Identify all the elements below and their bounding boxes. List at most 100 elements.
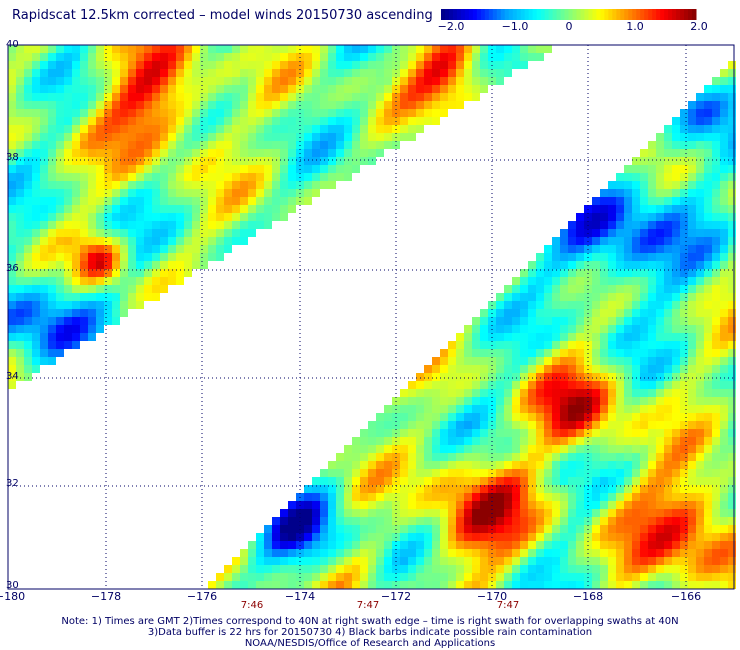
wind-diff-cell [552, 509, 560, 517]
wind-diff-cell [472, 53, 480, 61]
wind-diff-cell [360, 509, 368, 517]
wind-diff-cell [96, 165, 104, 173]
wind-diff-cell [672, 229, 680, 237]
wind-diff-cell [24, 213, 32, 221]
wind-diff-cell [264, 69, 272, 77]
wind-diff-cell [504, 45, 512, 53]
wind-diff-cell [664, 485, 672, 493]
wind-diff-cell [704, 405, 712, 413]
colorbar-segment [644, 9, 649, 20]
wind-diff-cell [504, 293, 512, 301]
wind-diff-cell [496, 485, 504, 493]
wind-diff-cell [592, 485, 600, 493]
wind-diff-cell [248, 173, 256, 181]
wind-diff-cell [344, 173, 352, 181]
wind-diff-cell [496, 477, 504, 485]
wind-diff-cell [664, 429, 672, 437]
wind-diff-cell [24, 349, 32, 357]
wind-diff-cell [672, 213, 680, 221]
wind-diff-cell [56, 261, 64, 269]
colorbar-segment [492, 9, 498, 20]
wind-diff-cell [72, 149, 80, 157]
wind-diff-cell [512, 461, 520, 469]
wind-diff-cell [600, 453, 608, 461]
lat-label: 32 [6, 478, 19, 489]
wind-diff-cell [624, 509, 632, 517]
wind-diff-cell [440, 405, 448, 413]
lat-label: 30 [6, 580, 19, 591]
wind-diff-cell [32, 301, 40, 309]
wind-diff-cell [640, 317, 648, 325]
wind-diff-cell [48, 349, 56, 357]
wind-diff-cell [8, 293, 16, 301]
wind-diff-cell [696, 405, 704, 413]
wind-diff-cell [312, 501, 320, 509]
wind-diff-cell [136, 133, 144, 141]
wind-diff-cell [104, 101, 112, 109]
wind-diff-cell [328, 141, 336, 149]
wind-diff-cell [376, 429, 384, 437]
wind-diff-cell [376, 493, 384, 501]
wind-diff-cell [688, 125, 696, 133]
wind-diff-cell [576, 565, 584, 573]
wind-diff-cell [216, 237, 224, 245]
wind-diff-cell [360, 69, 368, 77]
wind-diff-cell [312, 45, 320, 53]
wind-diff-cell [200, 61, 208, 69]
wind-diff-cell [240, 149, 248, 157]
wind-diff-cell [104, 125, 112, 133]
wind-diff-cell [624, 581, 632, 589]
wind-diff-cell [672, 253, 680, 261]
wind-diff-cell [680, 397, 688, 405]
wind-diff-cell [368, 445, 376, 453]
wind-diff-cell [128, 93, 136, 101]
wind-diff-cell [560, 253, 568, 261]
wind-diff-cell [624, 365, 632, 373]
wind-diff-cell [40, 45, 48, 53]
wind-diff-cell [360, 149, 368, 157]
wind-diff-cell [632, 349, 640, 357]
wind-diff-cell [120, 165, 128, 173]
wind-diff-cell [712, 557, 720, 565]
wind-diff-cell [88, 333, 96, 341]
wind-diff-cell [80, 333, 88, 341]
wind-diff-cell [256, 165, 264, 173]
wind-diff-cell [528, 285, 536, 293]
wind-diff-cell [272, 189, 280, 197]
wind-diff-cell [328, 181, 336, 189]
wind-diff-cell [552, 245, 560, 253]
wind-diff-cell [456, 365, 464, 373]
wind-diff-cell [280, 109, 288, 117]
wind-diff-cell [544, 453, 552, 461]
wind-diff-cell [504, 509, 512, 517]
wind-diff-cell [552, 237, 560, 245]
wind-diff-cell [656, 485, 664, 493]
wind-diff-cell [112, 61, 120, 69]
wind-diff-cell [656, 381, 664, 389]
wind-diff-cell [88, 157, 96, 165]
wind-diff-cell [632, 245, 640, 253]
wind-diff-cell [344, 93, 352, 101]
wind-diff-cell [576, 533, 584, 541]
wind-diff-cell [568, 469, 576, 477]
wind-diff-cell [120, 117, 128, 125]
wind-diff-cell [648, 149, 656, 157]
wind-diff-cell [512, 525, 520, 533]
wind-diff-cell [712, 413, 720, 421]
wind-diff-cell [680, 533, 688, 541]
wind-diff-cell [336, 485, 344, 493]
wind-diff-cell [728, 69, 736, 77]
wind-diff-cell [680, 261, 688, 269]
wind-diff-cell [224, 221, 232, 229]
wind-diff-cell [160, 133, 168, 141]
wind-diff-cell [48, 325, 56, 333]
wind-diff-cell [416, 421, 424, 429]
wind-diff-cell [712, 213, 720, 221]
wind-diff-cell [624, 173, 632, 181]
wind-diff-cell [48, 77, 56, 85]
wind-diff-cell [536, 493, 544, 501]
wind-diff-cell [576, 269, 584, 277]
wind-diff-cell [704, 85, 712, 93]
wind-diff-cell [456, 453, 464, 461]
wind-diff-cell [544, 525, 552, 533]
